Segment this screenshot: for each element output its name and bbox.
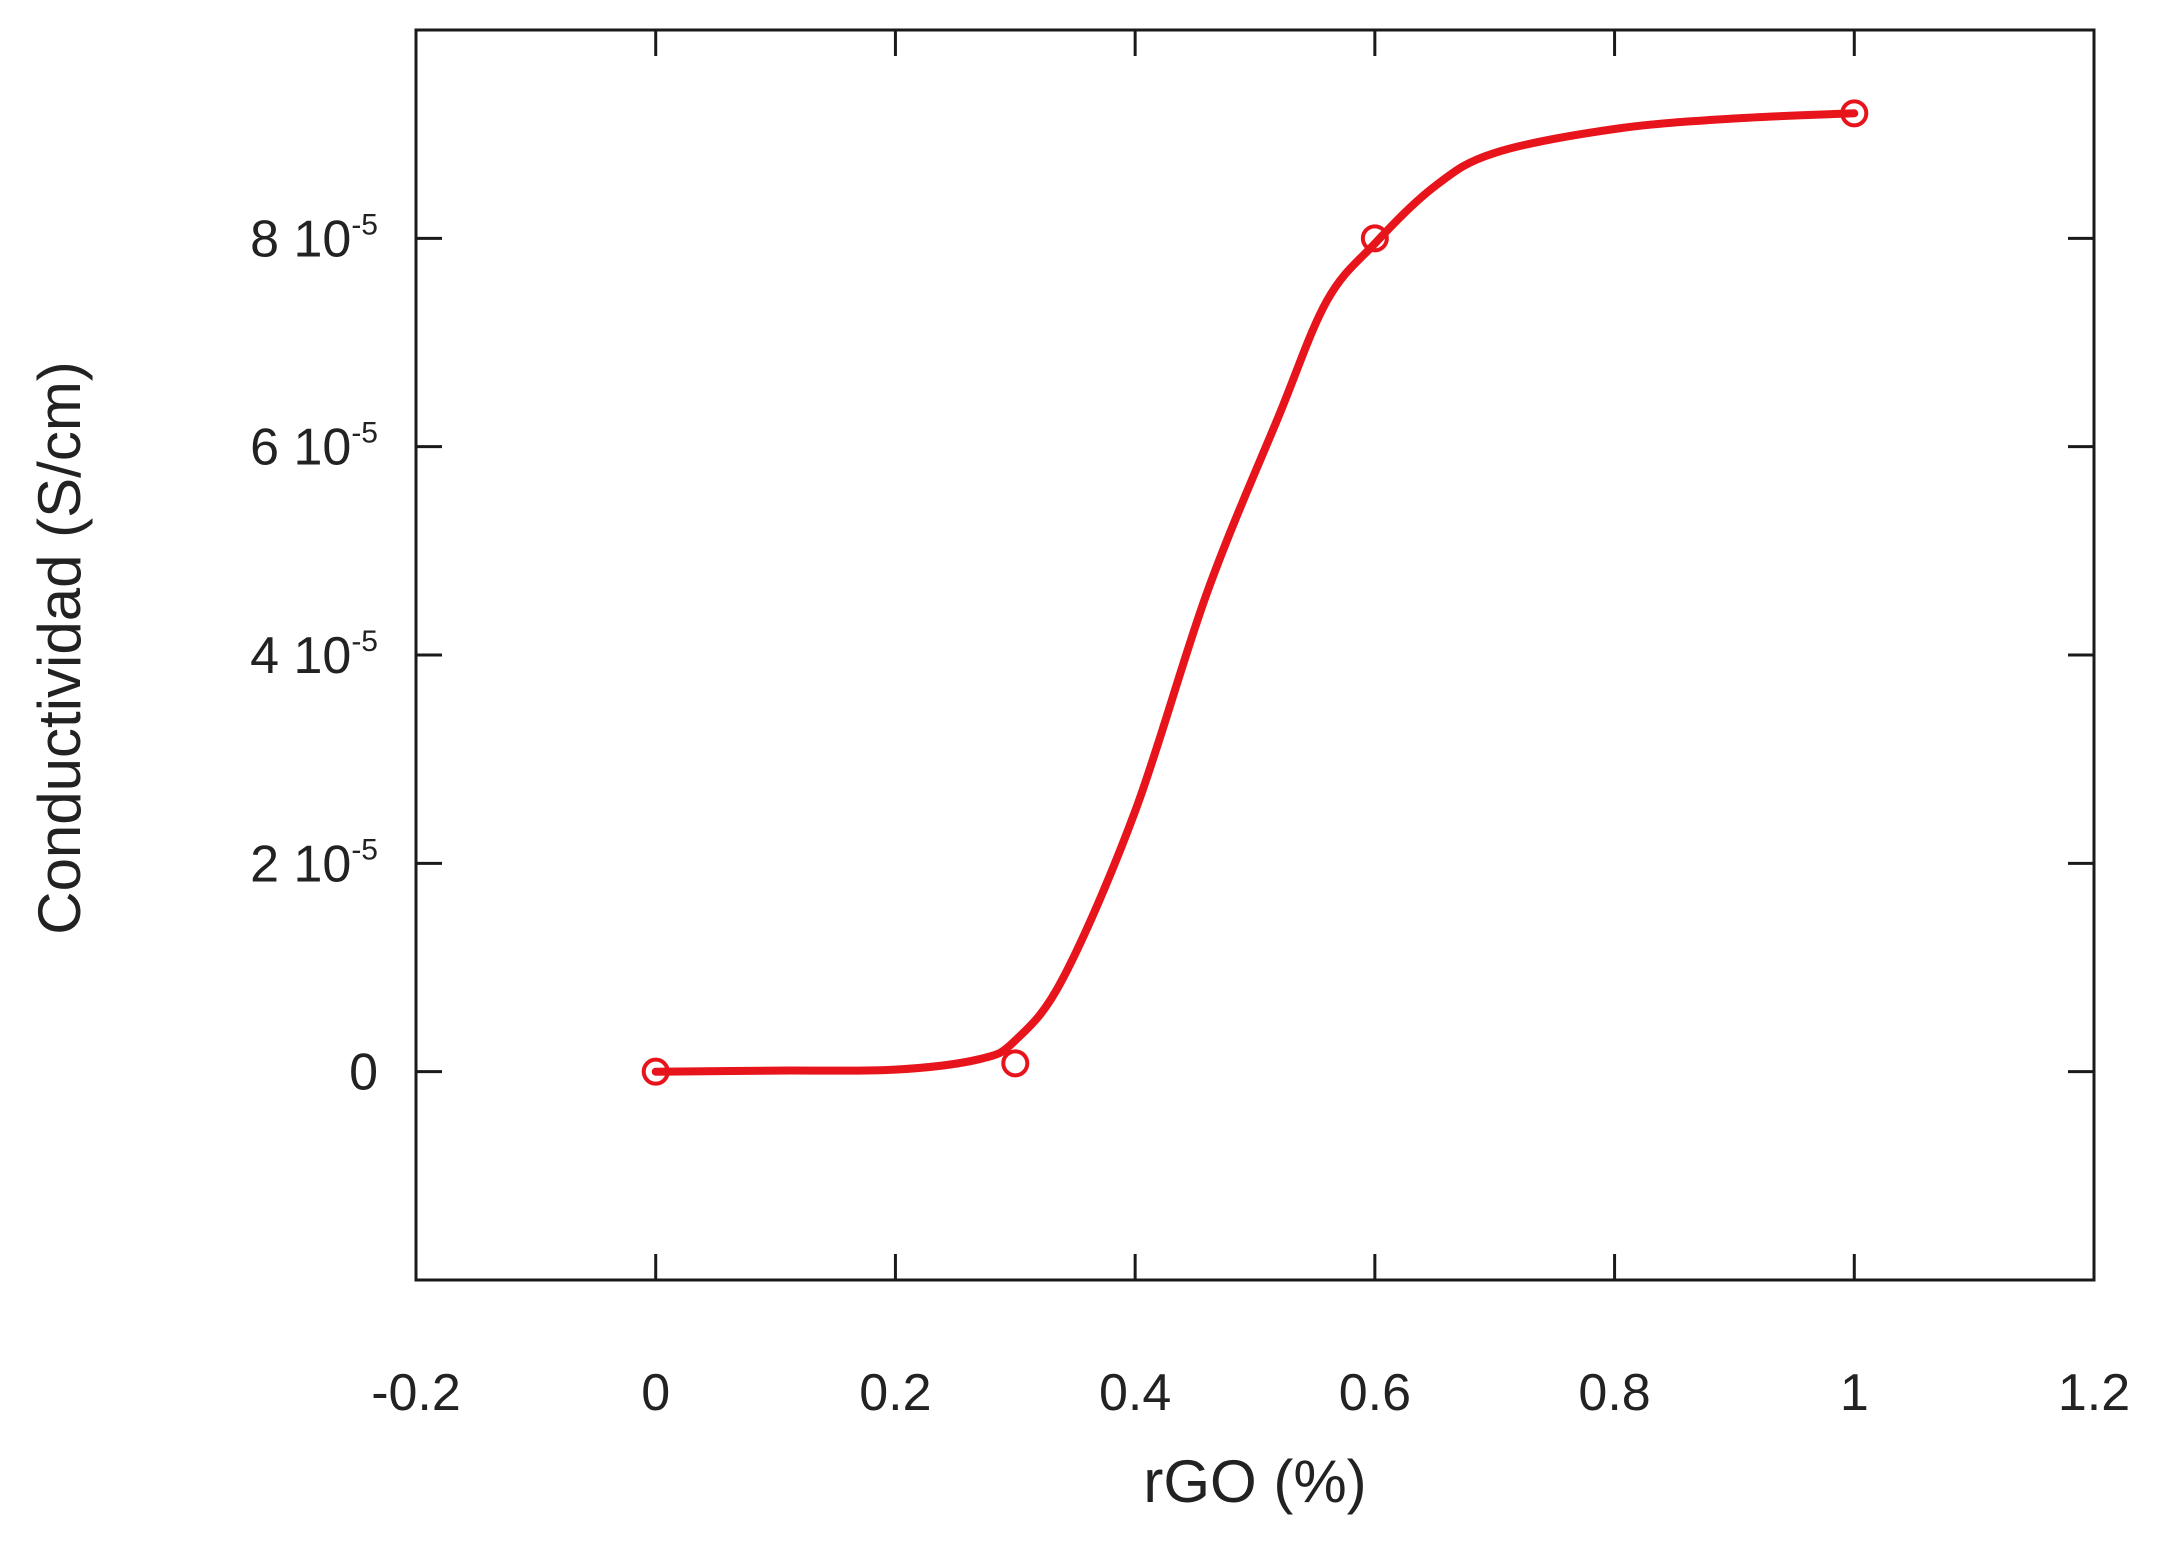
x-tick-label-7: 1.2 [2058,1364,2130,1422]
y-tick-mantissa-0: 0 [349,1044,378,1102]
y-tick-mantissa-2: 4 10 [250,627,351,685]
y-tick-mantissa-3: 6 10 [250,419,351,477]
x-tick-label-0: -0.2 [371,1364,461,1422]
x-axis-label: rGO (%) [1143,1448,1366,1515]
x-tick-label-4: 0.6 [1339,1364,1411,1422]
series-line-0 [651,109,1859,1076]
tick-labels: -0.2 0 0.2 0.4 0.6 0.8 1 1.202 10-54 10-56 10-5… [250,208,2130,1422]
y-tick-label-2: 4 10-5 [250,625,378,685]
plot-frame [414,28,2096,1282]
y-tick-exponent-2: -5 [351,625,378,658]
x-tick-label-6: 1 [1840,1364,1869,1422]
y-tick-label-4: 8 10-5 [250,208,378,268]
y-tick-label-3: 6 10-5 [250,417,378,477]
x-tick-label-5: 0.8 [1578,1364,1650,1422]
y-tick-label-1: 2 10-5 [250,833,378,893]
y-tick-mantissa-1: 2 10 [250,835,351,893]
x-tick-label-2: 0.2 [859,1364,931,1422]
x-tick-label-1: 0 [641,1364,670,1422]
data-point-0-3 [1840,99,1869,128]
data-point-0-2 [1360,224,1389,253]
x-tick-label-3: 0.4 [1099,1364,1171,1422]
y-tick-label-0: 0 [349,1044,378,1102]
y-tick-exponent-3: -5 [351,417,378,450]
y-tick-exponent-1: -5 [351,833,378,866]
y-axis-label: Conductividad (S/cm) [26,361,93,935]
data-point-0-0 [641,1057,670,1086]
y-tick-mantissa-4: 8 10 [250,210,351,268]
y-tick-exponent-4: -5 [351,208,378,241]
data-point-0-1 [1001,1049,1030,1078]
series-layer [641,99,1869,1086]
